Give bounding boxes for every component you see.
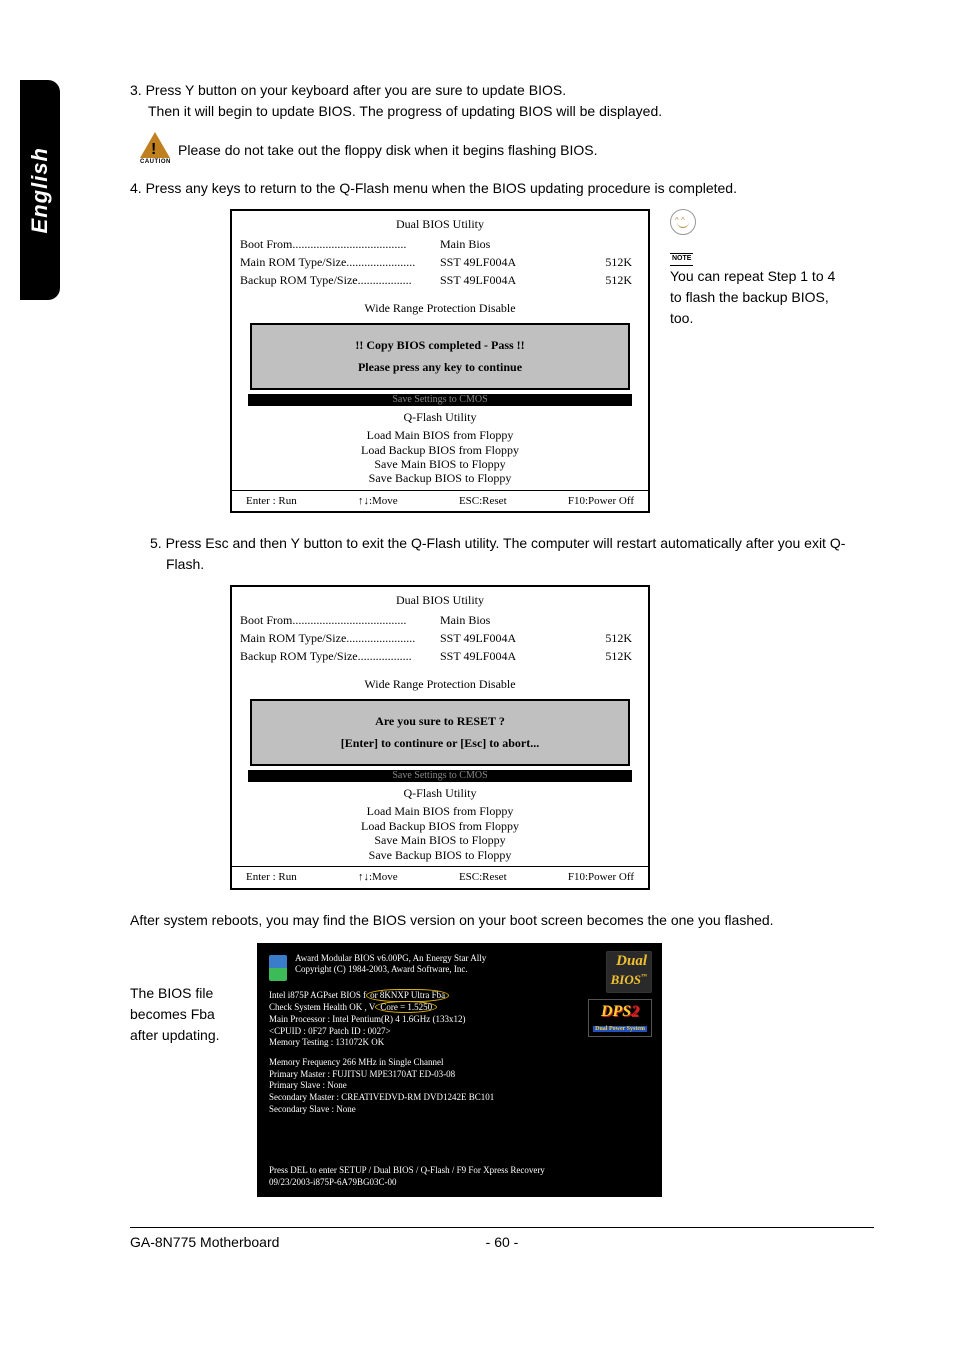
post-hdr1: Award Modular BIOS v6.00PG, An Energy St… — [295, 953, 486, 965]
menu-list: Load Main BIOS from Floppy Load Backup B… — [240, 428, 640, 490]
list-item: Save Backup BIOS to Floppy — [240, 471, 640, 485]
after-text: After system reboots, you may find the B… — [130, 910, 874, 931]
dialog-line1: Are you sure to RESET ? — [258, 711, 622, 733]
post-line: Primary Master : FUJITSU MPE3170AT ED-03… — [269, 1069, 650, 1081]
list-item: Save Main BIOS to Floppy — [240, 457, 640, 471]
table-row: Backup ROM Type/Size..................SS… — [240, 647, 640, 665]
dialog-line2: [Enter] to continure or [Esc] to abort..… — [258, 733, 622, 755]
table-row: Boot From...............................… — [240, 235, 640, 253]
wide-range: Wide Range Protection Disable — [240, 299, 640, 317]
caution-text: Please do not take out the floppy disk w… — [178, 140, 597, 161]
side-info: The BIOS file becomes Fba after updating… — [130, 943, 245, 1046]
footer-center: - 60 - — [472, 1232, 532, 1253]
post-screen: Dual BIOS™ DPS2 Dual Power System Award … — [257, 943, 662, 1197]
caution-icon: ! CAUTION — [140, 132, 170, 168]
hint: F10:Power Off — [568, 493, 634, 510]
dps-badge: DPS2 Dual Power System — [588, 999, 652, 1038]
table-row: Backup ROM Type/Size..................SS… — [240, 271, 640, 289]
post-footer2: 09/23/2003-i875P-6A79BG03C-00 — [269, 1177, 650, 1189]
dialog-box: Are you sure to RESET ? [Enter] to conti… — [250, 699, 630, 766]
list-item: Save Backup BIOS to Floppy — [240, 848, 640, 862]
hint: ↑↓:Move — [358, 869, 398, 886]
list-item: Load Main BIOS from Floppy — [240, 804, 640, 818]
bios-title: Dual BIOS Utility — [240, 215, 640, 233]
language-tab: English — [20, 80, 60, 300]
footer-left: GA-8N775 Motherboard — [130, 1232, 472, 1253]
epa-badge-icon — [269, 955, 287, 981]
hint: Enter : Run — [246, 493, 297, 510]
post-line: Secondary Master : CREATIVEDVD-RM DVD124… — [269, 1092, 650, 1104]
bios-panel-1: Dual BIOS Utility Boot From.............… — [230, 209, 650, 513]
step3-line2: Then it will begin to update BIOS. The p… — [130, 101, 874, 122]
step-4: 4. Press any keys to return to the Q-Fla… — [130, 178, 874, 199]
qflash-title: Q-Flash Utility — [240, 406, 640, 428]
obscured-text: Save Settings to CMOS — [248, 394, 632, 406]
list-item: Load Main BIOS from Floppy — [240, 428, 640, 442]
table-row: Main ROM Type/Size......................… — [240, 253, 640, 271]
dual-bios-badge: Dual BIOS™ — [606, 951, 652, 993]
step-3: 3. Press Y button on your keyboard after… — [130, 80, 874, 122]
list-item: Load Backup BIOS from Floppy — [240, 819, 640, 833]
obscured-text: Save Settings to CMOS — [248, 770, 632, 782]
list-item: Load Backup BIOS from Floppy — [240, 443, 640, 457]
note-label: NOTE — [670, 253, 693, 266]
post-footer1: Press DEL to enter SETUP / Dual BIOS / Q… — [269, 1165, 650, 1177]
note-column: ^ ^ NOTE You can repeat Step 1 to 4 to f… — [670, 209, 840, 329]
hint: ↑↓:Move — [358, 493, 398, 510]
note-icon: ^ ^ — [670, 209, 704, 243]
post-hdr2: Copyright (C) 1984-2003, Award Software,… — [295, 964, 486, 976]
dialog-line2: Please press any key to continue — [258, 357, 622, 379]
post-line: Memory Frequency 266 MHz in Single Chann… — [269, 1057, 650, 1069]
caution-row: ! CAUTION Please do not take out the flo… — [140, 132, 874, 168]
hint: ESC:Reset — [459, 493, 507, 510]
wide-range: Wide Range Protection Disable — [240, 675, 640, 693]
page-footer: GA-8N775 Motherboard - 60 - — [130, 1227, 874, 1253]
note-text: You can repeat Step 1 to 4 to flash the … — [670, 266, 840, 329]
post-line: Secondary Slave : None — [269, 1104, 650, 1116]
menu-list: Load Main BIOS from Floppy Load Backup B… — [240, 804, 640, 866]
bios-panel-2: Dual BIOS Utility Boot From.............… — [230, 585, 650, 889]
post-line: Memory Testing : 131072K OK — [269, 1037, 650, 1049]
post-line: Primary Slave : None — [269, 1080, 650, 1092]
badge-stack: Dual BIOS™ DPS2 Dual Power System — [588, 951, 652, 1038]
hint: Enter : Run — [246, 869, 297, 886]
key-hints: Enter : Run ↑↓:Move ESC:Reset F10:Power … — [232, 866, 648, 888]
dialog-box: !! Copy BIOS completed - Pass !! Please … — [250, 323, 630, 390]
hint: ESC:Reset — [459, 869, 507, 886]
dialog-line1: !! Copy BIOS completed - Pass !! — [258, 335, 622, 357]
hint: F10:Power Off — [568, 869, 634, 886]
list-item: Save Main BIOS to Floppy — [240, 833, 640, 847]
table-row: Boot From...............................… — [240, 611, 640, 629]
language-label: English — [27, 147, 53, 233]
step-5: 5. Press Esc and then Y button to exit t… — [150, 533, 874, 575]
table-row: Main ROM Type/Size......................… — [240, 629, 640, 647]
bios-title: Dual BIOS Utility — [240, 591, 640, 609]
qflash-title: Q-Flash Utility — [240, 782, 640, 804]
step3-line1: 3. Press Y button on your keyboard after… — [130, 80, 874, 101]
key-hints: Enter : Run ↑↓:Move ESC:Reset F10:Power … — [232, 490, 648, 512]
